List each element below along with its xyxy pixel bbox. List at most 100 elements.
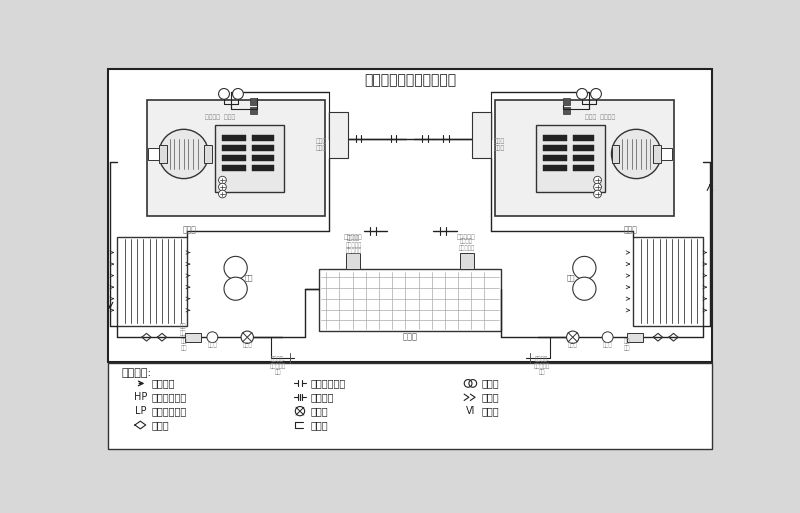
Bar: [252, 135, 274, 141]
Text: 风冷式螺杆机工作原理图: 风冷式螺杆机工作原理图: [364, 73, 456, 87]
Circle shape: [218, 89, 230, 100]
Circle shape: [577, 89, 587, 100]
Bar: [627, 332, 642, 342]
Circle shape: [218, 190, 226, 198]
Bar: [543, 135, 566, 141]
Bar: [252, 145, 274, 151]
Bar: [472, 112, 491, 158]
Text: 液视镜: 液视镜: [207, 342, 218, 348]
Circle shape: [241, 331, 254, 343]
Text: LP: LP: [135, 406, 147, 416]
Bar: [186, 332, 201, 342]
Bar: [108, 69, 712, 362]
Text: 冷媒流向: 冷媒流向: [152, 379, 175, 388]
Text: 风机: 风机: [245, 274, 253, 281]
Text: 扩口螺母连接: 扩口螺母连接: [310, 379, 346, 388]
Text: 液管阀: 液管阀: [242, 342, 252, 348]
Text: 冷凝器: 冷凝器: [624, 225, 638, 234]
Text: 冷凝器: 冷凝器: [182, 225, 196, 234]
Circle shape: [594, 190, 602, 198]
Bar: [222, 165, 246, 171]
Bar: [573, 155, 594, 161]
Text: 安全阀  油位视镜: 安全阀 油位视镜: [585, 114, 615, 120]
Text: 易熔塞: 易熔塞: [310, 420, 329, 430]
Bar: [495, 100, 674, 215]
Text: 真空下线,
冷媒充填用
止阀: 真空下线, 冷媒充填用 止阀: [270, 357, 286, 375]
Bar: [146, 100, 325, 215]
Text: 干燥
过滤: 干燥 过滤: [180, 324, 186, 336]
Circle shape: [224, 256, 247, 280]
Bar: [204, 145, 211, 163]
Text: Vl: Vl: [466, 406, 475, 416]
Bar: [148, 148, 159, 160]
Circle shape: [594, 183, 602, 191]
Text: HP: HP: [134, 392, 148, 402]
Circle shape: [602, 332, 613, 343]
Bar: [543, 145, 566, 151]
Text: 冷冻入口
液温传感器: 冷冻入口 液温传感器: [458, 239, 474, 251]
Bar: [329, 112, 348, 158]
Text: 高气压
机保护: 高气压 机保护: [494, 139, 505, 151]
Bar: [222, 145, 246, 151]
Bar: [222, 155, 246, 161]
Bar: [318, 269, 502, 331]
Bar: [654, 145, 661, 163]
Text: 高压压力开关: 高压压力开关: [152, 392, 187, 402]
Text: 下液
过滤: 下液 过滤: [181, 339, 187, 351]
Bar: [535, 125, 606, 192]
Text: N: N: [663, 149, 670, 159]
Circle shape: [233, 89, 243, 100]
Text: N: N: [150, 149, 157, 159]
Circle shape: [611, 129, 661, 179]
Text: 止回阀: 止回阀: [482, 392, 499, 402]
Text: 膨胀阀: 膨胀阀: [310, 406, 329, 416]
Bar: [459, 252, 474, 269]
Circle shape: [594, 176, 602, 184]
Circle shape: [218, 183, 226, 191]
Bar: [563, 98, 570, 105]
Bar: [222, 135, 246, 141]
Bar: [250, 98, 257, 105]
Bar: [214, 125, 285, 192]
Circle shape: [224, 277, 247, 300]
Bar: [573, 165, 594, 171]
Text: 真空下线,
冷媒充填用
止阀: 真空下线, 冷媒充填用 止阀: [534, 357, 550, 375]
Text: 电磁阀: 电磁阀: [482, 379, 499, 388]
Text: 发兰连接: 发兰连接: [310, 392, 334, 402]
Circle shape: [566, 331, 579, 343]
Bar: [250, 107, 257, 114]
Bar: [252, 155, 274, 161]
Bar: [543, 165, 566, 171]
Circle shape: [218, 176, 226, 184]
Bar: [543, 155, 566, 161]
Text: 冷冻水入口: 冷冻水入口: [458, 234, 476, 240]
Text: 干燥
过滤: 干燥 过滤: [624, 339, 630, 351]
Text: 截止阀: 截止阀: [152, 420, 170, 430]
Text: 低压压力开关: 低压压力开关: [152, 406, 187, 416]
Bar: [117, 237, 187, 326]
Text: 安全阀: 安全阀: [482, 406, 499, 416]
Circle shape: [207, 332, 218, 343]
Circle shape: [573, 277, 596, 300]
Text: 油位视镜  安全阀: 油位视镜 安全阀: [205, 114, 235, 120]
Circle shape: [590, 89, 602, 100]
Text: 冷冻水出口: 冷冻水出口: [344, 234, 363, 240]
Bar: [573, 145, 594, 151]
Text: 冷冻出口
液温传感器
高温传感器: 冷冻出口 液温传感器 高温传感器: [346, 235, 362, 254]
Text: 风机: 风机: [567, 274, 575, 281]
Bar: [108, 363, 712, 449]
Bar: [634, 237, 703, 326]
Bar: [159, 145, 166, 163]
Bar: [346, 252, 361, 269]
Bar: [563, 107, 570, 114]
Circle shape: [159, 129, 209, 179]
Text: 蒸发器: 蒸发器: [402, 333, 418, 342]
Circle shape: [573, 256, 596, 280]
Text: 液管阀: 液管阀: [568, 342, 578, 348]
Bar: [661, 148, 672, 160]
Text: 符号说明:: 符号说明:: [122, 368, 152, 378]
Text: 高气压
机保护: 高气压 机保护: [315, 139, 326, 151]
Bar: [611, 145, 619, 163]
Bar: [252, 165, 274, 171]
Bar: [573, 135, 594, 141]
